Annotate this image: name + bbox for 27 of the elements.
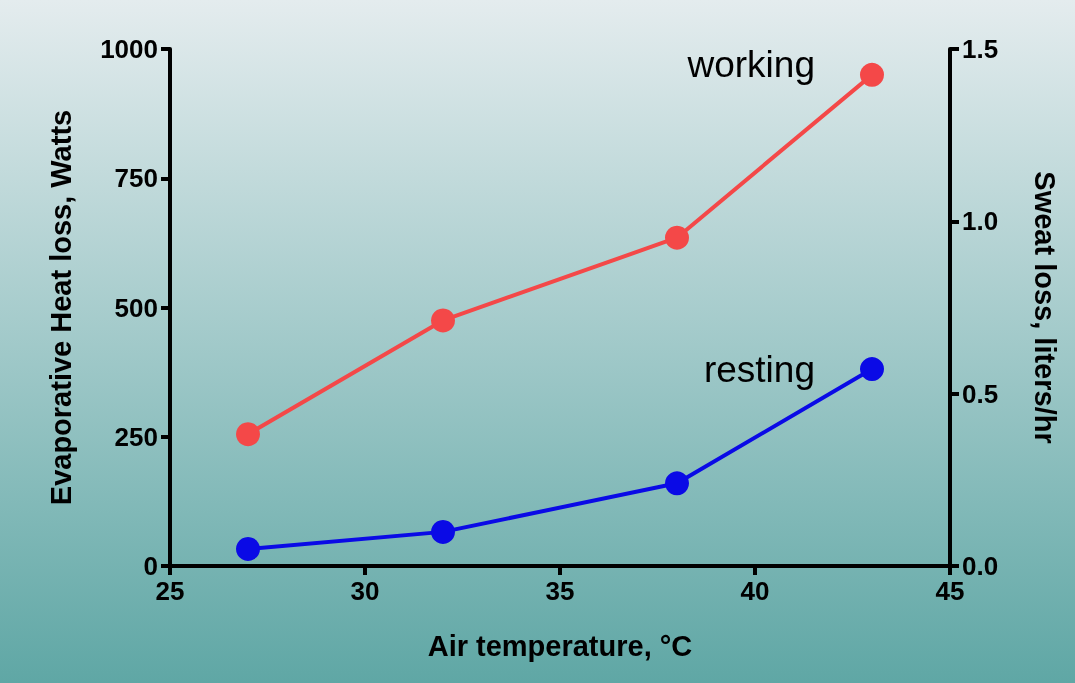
y2-tick-label: 0.5: [962, 378, 999, 409]
point: [236, 422, 260, 447]
y2-tick-label: 1.5: [962, 34, 999, 64]
y-tick-label: 0: [143, 551, 158, 581]
point: [860, 62, 884, 87]
point: [431, 519, 455, 544]
y-axis-title: Evaporative Heat loss, Watts: [44, 109, 77, 506]
point: [860, 357, 884, 382]
x-axis-title: Air temperature, °C: [427, 629, 693, 662]
y-tick-label: 1000: [100, 34, 158, 64]
y2-tick-label: 1.0: [962, 206, 999, 237]
y-tick-label: 750: [114, 163, 158, 194]
series-label: working: [686, 44, 815, 86]
point: [431, 308, 455, 333]
x-tick-label: 45: [935, 576, 965, 606]
x-tick-label: 40: [740, 576, 770, 606]
y2-tick-label: 0.0: [962, 551, 999, 581]
series-label: resting: [703, 348, 815, 390]
y-tick-label: 250: [114, 421, 158, 452]
point: [665, 225, 689, 250]
x-tick-label: 35: [545, 576, 575, 606]
y2-axis-title: Sweat loss, liters/hr: [1028, 171, 1061, 444]
y-tick-label: 500: [114, 292, 158, 323]
point: [665, 471, 689, 496]
x-tick-label: 30: [350, 576, 380, 606]
point: [236, 536, 260, 561]
x-tick-label: 25: [155, 576, 185, 606]
